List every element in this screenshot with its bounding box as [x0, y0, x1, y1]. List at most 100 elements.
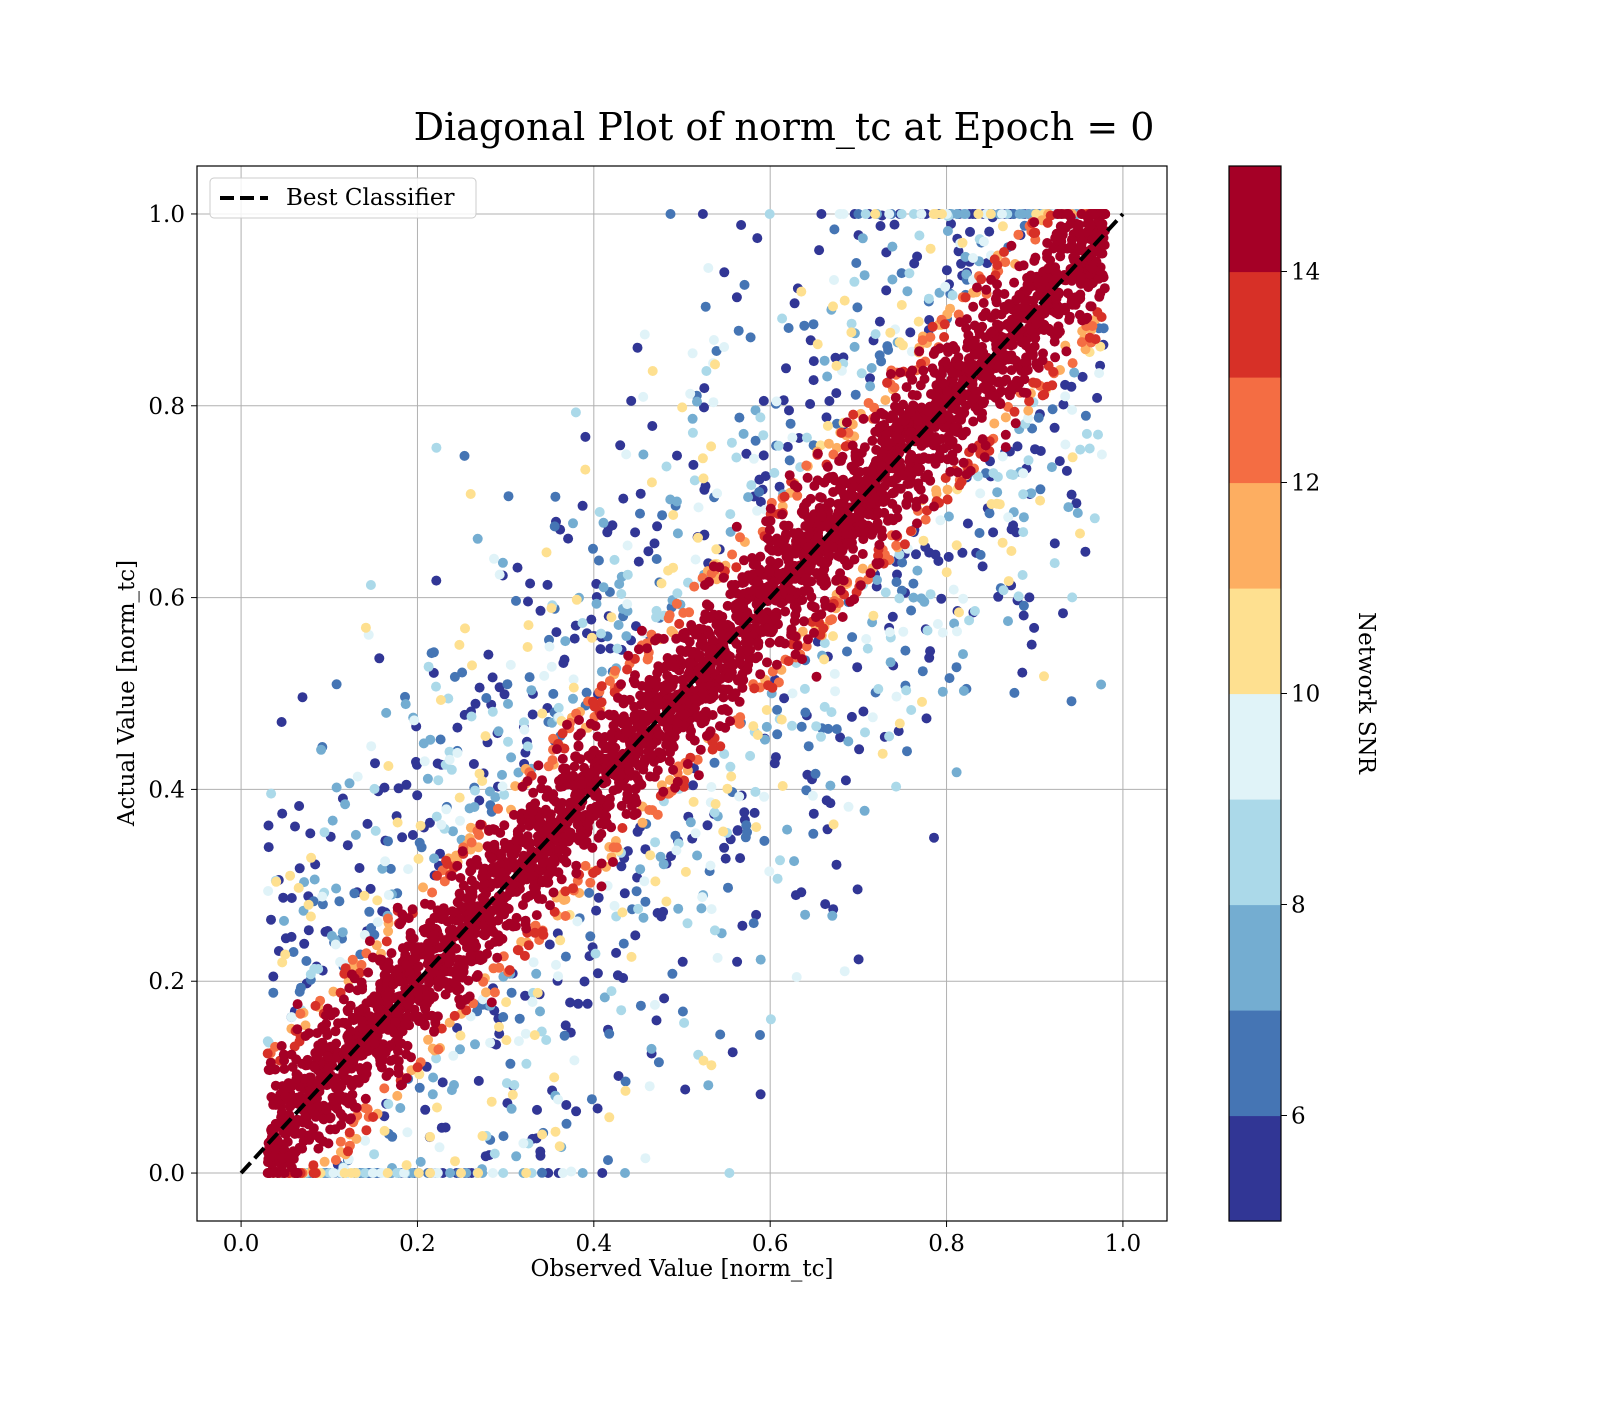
scatter-point — [1039, 671, 1049, 681]
scatter-point — [317, 892, 327, 902]
scatter-point — [578, 1168, 588, 1178]
scatter-point — [919, 452, 929, 462]
scatter-point — [909, 593, 919, 603]
scatter-point — [560, 1031, 570, 1041]
scatter-point — [594, 893, 604, 903]
scatter-point — [884, 209, 894, 219]
scatter-point — [997, 209, 1007, 219]
scatter-point — [1067, 696, 1077, 706]
scatter-point — [891, 782, 901, 792]
scatter-point — [911, 502, 921, 512]
scatter-point — [537, 709, 547, 719]
scatter-point — [569, 683, 579, 693]
scatter-point — [693, 533, 703, 543]
scatter-point — [748, 721, 758, 731]
scatter-point — [719, 573, 729, 583]
scatter-point — [708, 745, 718, 755]
scatter-point — [945, 673, 955, 683]
scatter-point — [438, 910, 448, 920]
scatter-point — [856, 580, 866, 590]
scatter-point — [809, 319, 819, 329]
scatter-point — [523, 642, 533, 652]
scatter-point — [465, 991, 475, 1001]
scatter-point — [266, 915, 276, 925]
scatter-point — [1082, 313, 1092, 323]
scatter-point — [935, 515, 945, 525]
scatter-point — [526, 685, 536, 695]
scatter-point — [288, 1062, 298, 1072]
scatter-point — [715, 1030, 725, 1040]
scatter-point — [474, 950, 484, 960]
scatter-point — [832, 860, 842, 870]
scatter-point — [351, 830, 361, 840]
scatter-point — [796, 287, 806, 297]
scatter-point — [859, 414, 869, 424]
scatter-point — [848, 410, 858, 420]
scatter-point — [431, 443, 441, 453]
scatter-point — [1060, 391, 1070, 401]
scatter-point — [1048, 404, 1058, 414]
scatter-point — [1060, 380, 1070, 390]
scatter-point — [519, 725, 529, 735]
scatter-point — [458, 846, 468, 856]
scatter-point — [398, 1026, 408, 1036]
scatter-point — [711, 544, 721, 554]
scatter-point — [454, 640, 464, 650]
scatter-point — [469, 802, 479, 812]
scatter-point — [323, 1052, 333, 1062]
scatter-point — [568, 694, 578, 704]
scatter-point — [678, 957, 688, 967]
scatter-point — [1004, 299, 1014, 309]
scatter-point — [497, 770, 507, 780]
scatter-point — [622, 599, 632, 609]
scatter-point — [501, 997, 511, 1007]
scatter-point — [545, 900, 555, 910]
scatter-point — [681, 867, 691, 877]
scatter-point — [639, 876, 649, 886]
scatter-point — [312, 1028, 322, 1038]
scatter-point — [838, 452, 848, 462]
scatter-point — [952, 626, 962, 636]
scatter-point — [752, 233, 762, 243]
scatter-point — [804, 586, 814, 596]
scatter-point — [298, 692, 308, 702]
scatter-point — [281, 933, 291, 943]
scatter-point — [852, 302, 862, 312]
chart-title: Diagonal Plot of norm_tc at Epoch = 0 — [414, 105, 1155, 150]
scatter-point — [753, 638, 763, 648]
scatter-point — [1023, 406, 1033, 416]
scatter-point — [922, 713, 932, 723]
scatter-point — [332, 783, 342, 793]
scatter-point — [763, 533, 773, 543]
scatter-point — [627, 952, 637, 962]
scatter-point — [646, 751, 656, 761]
scatter-point — [1063, 288, 1073, 298]
scatter-point — [1029, 623, 1039, 633]
scatter-point — [490, 825, 500, 835]
scatter-point — [719, 843, 729, 853]
scatter-point — [1080, 547, 1090, 557]
scatter-point — [531, 969, 541, 979]
scatter-point — [783, 442, 793, 452]
scatter-point — [714, 610, 724, 620]
scatter-point — [507, 988, 517, 998]
scatter-point — [1019, 601, 1029, 611]
scatter-point — [370, 1039, 380, 1049]
scatter-point — [511, 1151, 521, 1161]
scatter-point — [635, 864, 645, 874]
scatter-point — [811, 769, 821, 779]
scatter-point — [1014, 591, 1024, 601]
scatter-point — [725, 652, 735, 662]
scatter-point — [844, 560, 854, 570]
scatter-point — [727, 438, 737, 448]
scatter-point — [805, 399, 815, 409]
scatter-point — [728, 1047, 738, 1057]
scatter-point — [727, 550, 737, 560]
scatter-point — [634, 557, 644, 567]
scatter-point — [1050, 538, 1060, 548]
scatter-point — [374, 653, 384, 663]
scatter-point — [550, 521, 560, 531]
scatter-point — [860, 806, 870, 816]
scatter-point — [883, 345, 893, 355]
